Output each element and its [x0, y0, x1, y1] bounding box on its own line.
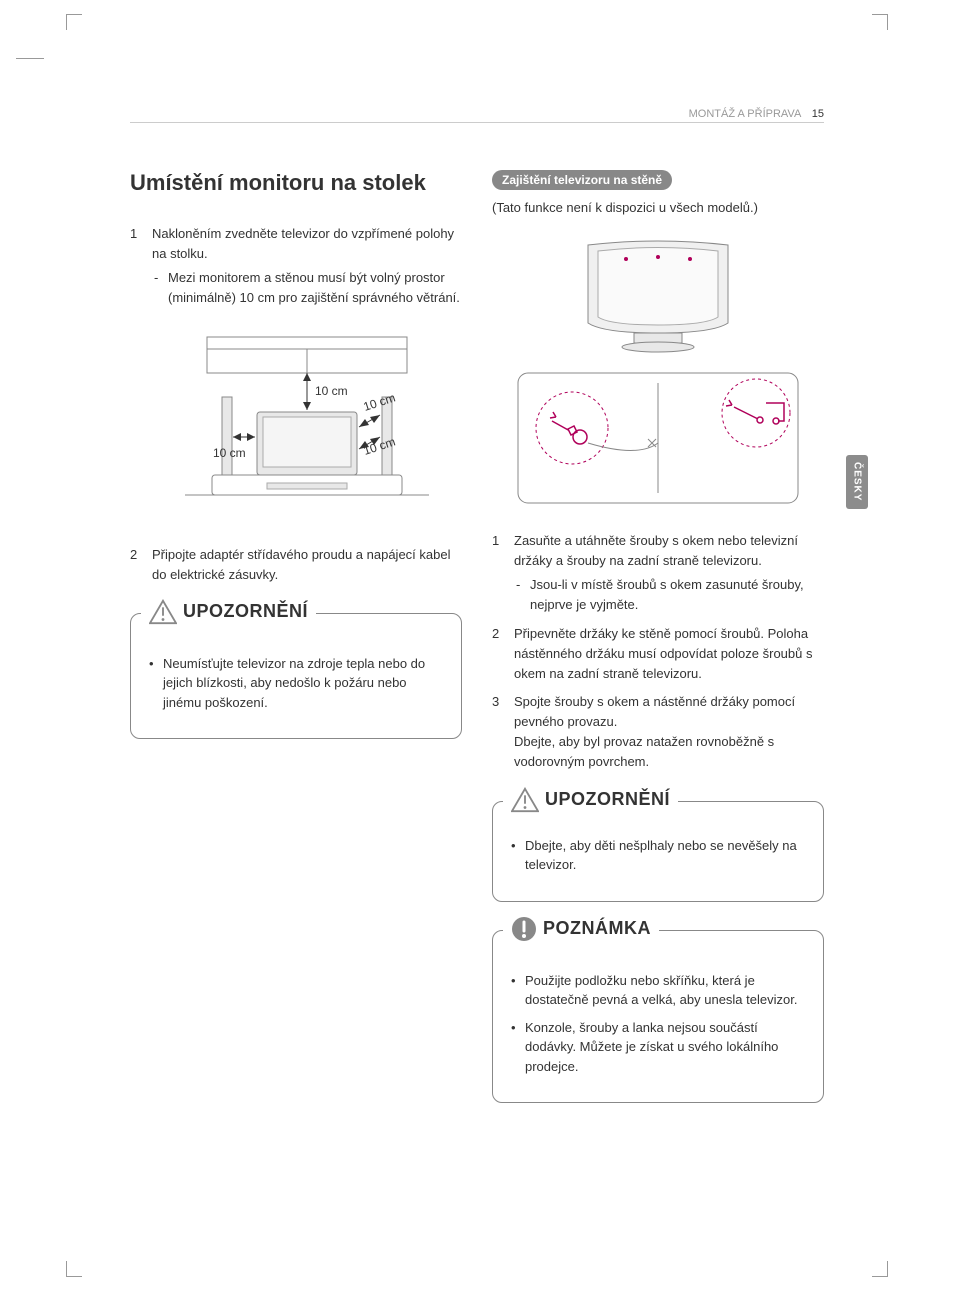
- warning-callout: UPOZORNĚNÍ • Neumísťujte televizor na zd…: [130, 613, 462, 740]
- callout-title: UPOZORNĚNÍ: [183, 601, 308, 622]
- bullet: •: [511, 1018, 525, 1077]
- figure-table-placement: 10 cm 10 cm 10 cm 10 cm: [152, 327, 462, 527]
- crop-mark: [16, 58, 44, 59]
- page-title: Umístění monitoru na stolek: [130, 170, 462, 196]
- note-item: • Konzole, šrouby a lanka nejsou součást…: [511, 1018, 805, 1077]
- dim-left: 10 cm: [213, 446, 246, 460]
- crop-mark: [66, 1261, 82, 1277]
- callout-title: UPOZORNĚNÍ: [545, 789, 670, 810]
- note-callout: POZNÁMKA • Použijte podložku nebo skříňk…: [492, 930, 824, 1104]
- dim-top: 10 cm: [315, 384, 348, 398]
- crop-mark: [872, 1261, 888, 1277]
- step-body: Nakloněním zvedněte televizor do vzpříme…: [152, 224, 462, 309]
- step-number: 1: [130, 224, 152, 309]
- page-number: 15: [812, 108, 824, 120]
- wall-step-2: 2 Připevněte držáky ke stěně pomocí šrou…: [492, 624, 824, 684]
- step-number: 1: [492, 531, 514, 616]
- sub-step-text: Jsou-li v místě šroubů s okem zasunuté š…: [530, 575, 824, 615]
- bullet: •: [149, 654, 163, 713]
- dash: -: [516, 575, 530, 615]
- warning-text: Dbejte, aby děti nešplhaly nebo se nevěš…: [525, 836, 805, 875]
- warning-item: • Neumísťujte televizor na zdroje tepla …: [149, 654, 443, 713]
- right-column: Zajištění televizoru na stěně (Tato funk…: [492, 170, 824, 1121]
- step-1: 1 Nakloněním zvedněte televizor do vzpří…: [130, 224, 462, 309]
- placement-diagram-svg: 10 cm 10 cm 10 cm 10 cm: [177, 327, 437, 527]
- note-text: Konzole, šrouby a lanka nejsou součástí …: [525, 1018, 805, 1077]
- wall-step-3: 3 Spojte šrouby s okem a nástěnné držáky…: [492, 692, 824, 773]
- warning-text: Neumísťujte televizor na zdroje tepla ne…: [163, 654, 443, 713]
- figure-wall-mount: [492, 233, 824, 513]
- warning-icon: [149, 599, 177, 625]
- warning-item: • Dbejte, aby děti nešplhaly nebo se nev…: [511, 836, 805, 875]
- section-pill: Zajištění televizoru na stěně: [492, 170, 672, 190]
- crop-mark: [872, 14, 888, 30]
- sub-step: - Jsou-li v místě šroubů s okem zasunuté…: [514, 575, 824, 615]
- left-column: Umístění monitoru na stolek 1 Nakloněním…: [130, 170, 462, 1121]
- page: MONTÁŽ A PŘÍPRAVA 15 ČESKY Umístění moni…: [0, 0, 954, 1291]
- note-icon: [511, 916, 537, 942]
- callout-header: UPOZORNĚNÍ: [503, 787, 678, 813]
- availability-note: (Tato funkce není k dispozici u všech mo…: [492, 200, 824, 215]
- header-rule: [130, 122, 824, 123]
- step-text: Nakloněním zvedněte televizor do vzpříme…: [152, 226, 454, 261]
- warning-callout: UPOZORNĚNÍ • Dbejte, aby děti nešplhaly …: [492, 801, 824, 902]
- wall-step-1: 1 Zasuňte a utáhněte šrouby s okem nebo …: [492, 531, 824, 616]
- warning-icon: [511, 787, 539, 813]
- callout-header: POZNÁMKA: [503, 916, 659, 942]
- page-header: MONTÁŽ A PŘÍPRAVA 15: [689, 108, 824, 120]
- sub-step-text: Mezi monitorem a stěnou musí být volný p…: [168, 268, 462, 308]
- step-number: 3: [492, 692, 514, 773]
- step-number: 2: [130, 545, 152, 585]
- section-name: MONTÁŽ A PŘÍPRAVA: [689, 108, 801, 120]
- step-body: Spojte šrouby s okem a nástěnné držáky p…: [514, 692, 824, 773]
- step-text: Připevněte držáky ke stěně pomocí šroubů…: [514, 624, 824, 684]
- step-text-b: Dbejte, aby byl provaz natažen rovnoběžn…: [514, 732, 824, 772]
- wall-mount-svg: [508, 233, 808, 513]
- note-text: Použijte podložku nebo skříňku, která je…: [525, 971, 805, 1010]
- crop-mark: [66, 14, 82, 30]
- bullet: •: [511, 836, 525, 875]
- step-2: 2 Připojte adaptér střídavého proudu a n…: [130, 545, 462, 585]
- sub-step: - Mezi monitorem a stěnou musí být volný…: [152, 268, 462, 308]
- content: Umístění monitoru na stolek 1 Nakloněním…: [130, 170, 824, 1121]
- step-number: 2: [492, 624, 514, 684]
- bullet: •: [511, 971, 525, 1010]
- step-body: Zasuňte a utáhněte šrouby s okem nebo te…: [514, 531, 824, 616]
- callout-title: POZNÁMKA: [543, 918, 651, 939]
- language-tab: ČESKY: [846, 455, 868, 509]
- note-item: • Použijte podložku nebo skříňku, která …: [511, 971, 805, 1010]
- dash: -: [154, 268, 168, 308]
- step-text: Připojte adaptér střídavého proudu a nap…: [152, 545, 462, 585]
- step-text: Zasuňte a utáhněte šrouby s okem nebo te…: [514, 533, 798, 568]
- callout-header: UPOZORNĚNÍ: [141, 599, 316, 625]
- step-text-a: Spojte šrouby s okem a nástěnné držáky p…: [514, 692, 824, 732]
